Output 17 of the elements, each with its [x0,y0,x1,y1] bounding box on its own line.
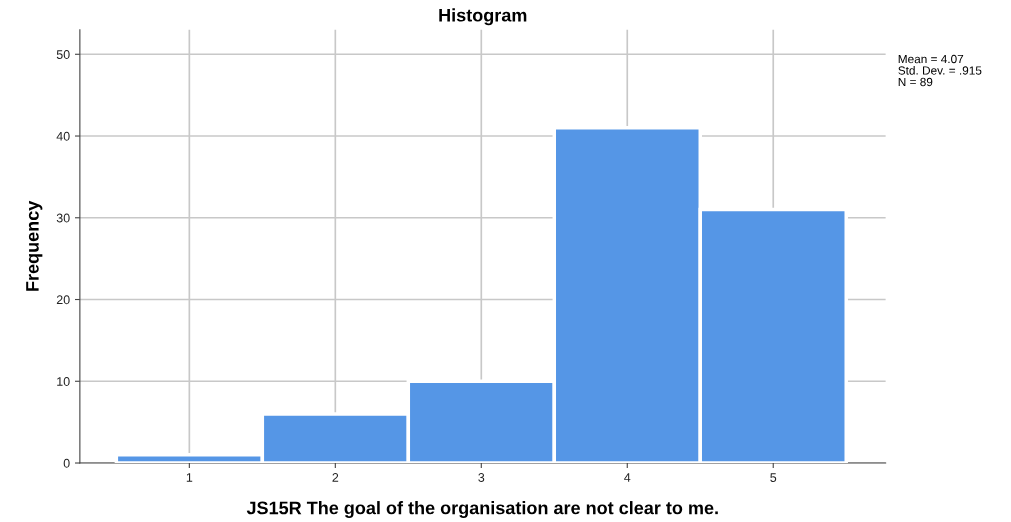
x-axis-title: JS15R The goal of the organisation are not clear to me. [246,501,718,518]
x-tick-label: 3 [478,473,485,482]
x-tick-label: 2 [332,473,339,482]
y-tick-label: 10 [57,377,70,386]
y-tick-label: 30 [56,213,70,223]
x-tick-label: 1 [186,473,193,482]
y-tick-label: 50 [56,50,70,59]
x-tick-label: 5 [770,473,777,482]
text: Mean = 4.07 [898,54,964,64]
text: Std. Dev. = .915 [898,66,982,75]
y-tick-label: 20 [56,295,70,305]
chart-title: Histogram [439,8,527,26]
x-tick-label: 4 [624,473,631,482]
text: N = 89 [898,77,933,87]
y-tick-label: 40 [56,131,70,141]
y-axis-title: Frequency [26,200,43,291]
y-tick-label: 0 [63,458,70,468]
